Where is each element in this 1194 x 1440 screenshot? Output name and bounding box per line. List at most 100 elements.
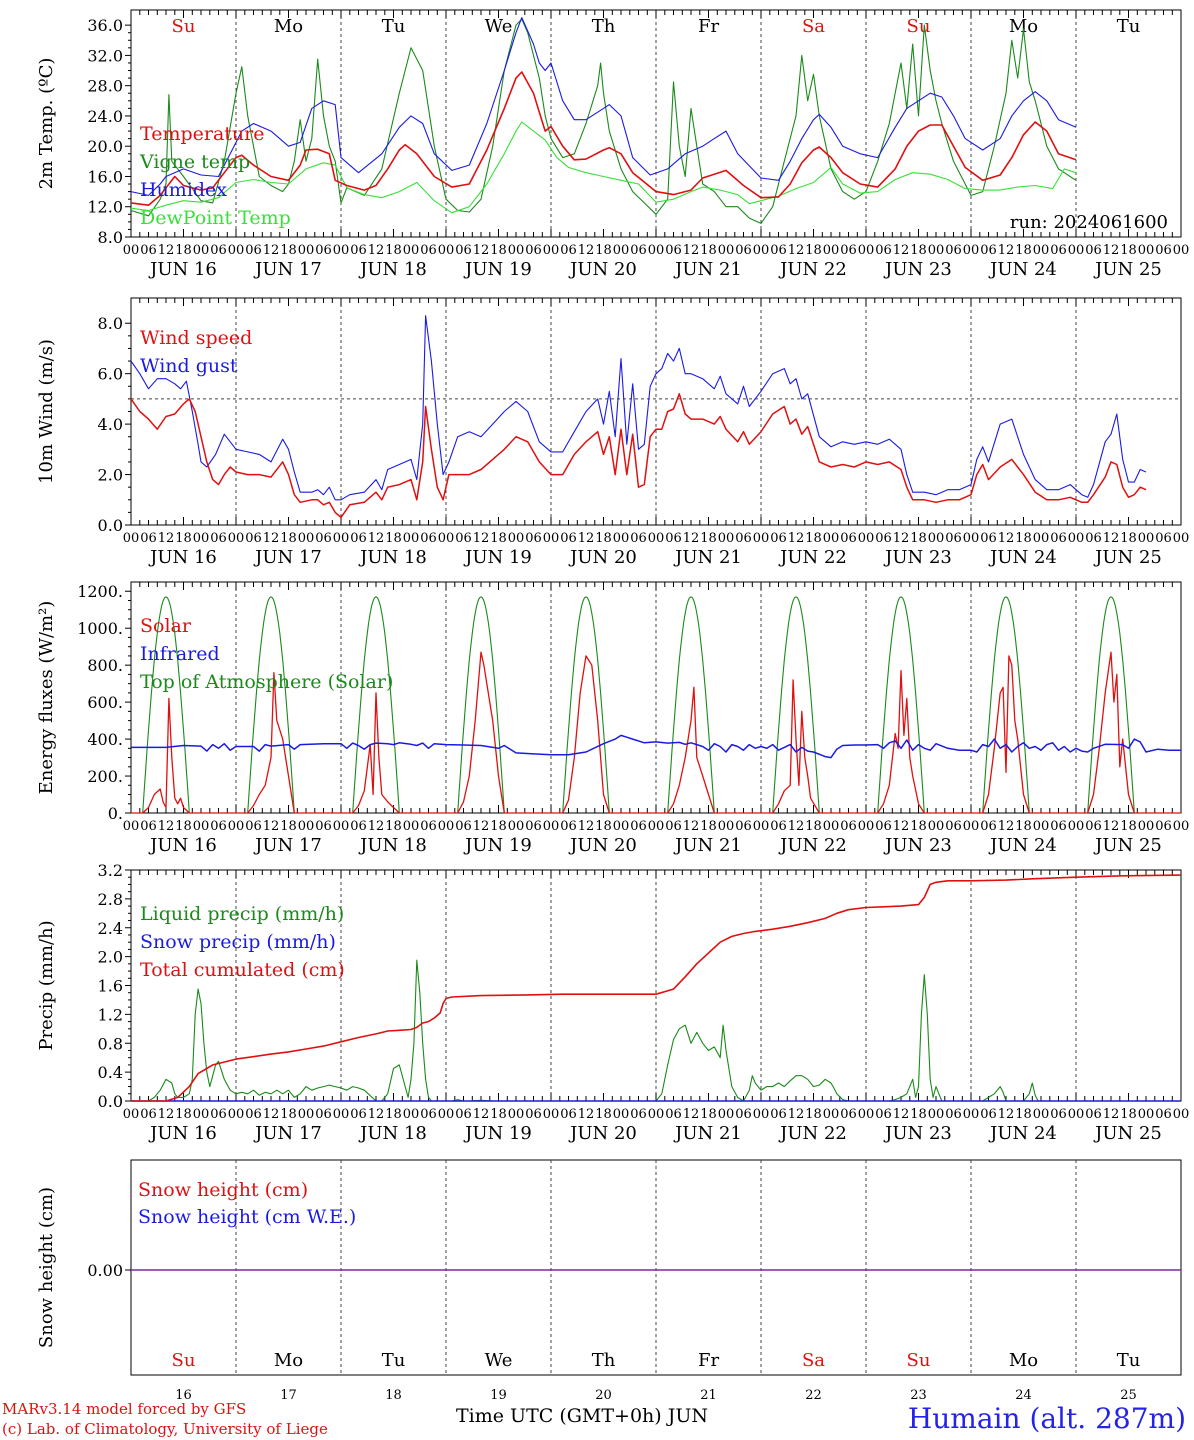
- precip-hour-label: 00: [333, 1107, 350, 1122]
- energy-hour-label: 00: [508, 819, 525, 834]
- energy-date-label: JUN 19: [463, 835, 532, 856]
- precip-date-label: JUN 21: [673, 1123, 742, 1144]
- snow-day-number: 23: [910, 1388, 927, 1403]
- wind-hour-label: 00: [963, 531, 980, 546]
- energy-hour-label: 18: [1015, 819, 1032, 834]
- precip-hour-label: 12: [158, 1107, 175, 1122]
- temperature-series-red: [130, 71, 1077, 206]
- wind-y-tick-label: 2.0: [98, 466, 123, 485]
- precip-y-tick-label: 1.2: [98, 1005, 123, 1024]
- precip-hour-label: 18: [175, 1107, 192, 1122]
- solar-series: [131, 651, 1181, 814]
- wind-hour-label: 00: [508, 531, 525, 546]
- energy-hour-label: 00: [1033, 819, 1050, 834]
- wind-hour-label: 12: [263, 531, 280, 546]
- temperature-hour-label: 06: [1050, 243, 1067, 258]
- temperature-day-name: We: [485, 16, 513, 37]
- energy-hour-label: 06: [245, 819, 262, 834]
- temperature-hour-label: 06: [455, 243, 472, 258]
- precip-hour-label: 06: [665, 1107, 682, 1122]
- time-axis-title: Time UTC (GMT+0h) JUN: [456, 1405, 708, 1427]
- precip-hour-label: 12: [578, 1107, 595, 1122]
- infrared-series: [131, 734, 1181, 759]
- wind-speed-series: [130, 393, 1147, 519]
- precip-hour-label: 00: [1033, 1107, 1050, 1122]
- wind-hour-label: 00: [543, 531, 560, 546]
- precip-date-label: JUN 22: [778, 1123, 847, 1144]
- energy-hour-label: 06: [210, 819, 227, 834]
- precip-hour-label: 00: [1068, 1107, 1085, 1122]
- snow-day-name: Tu: [382, 1350, 406, 1371]
- wind-hour-label: 00: [228, 531, 245, 546]
- snow-day-name: Mo: [1009, 1350, 1038, 1371]
- wind-y-tick-label: 6.0: [98, 365, 123, 384]
- precip-y-tick-label: 1.6: [98, 977, 123, 996]
- wind-hour-label: 00: [333, 531, 350, 546]
- temperature-hour-label: 18: [805, 243, 822, 258]
- temperature-hour-label: 12: [368, 243, 385, 258]
- wind-hour-label: 18: [1120, 531, 1137, 546]
- precip-hour-label: 06: [560, 1107, 577, 1122]
- energy-hour-label: 18: [490, 819, 507, 834]
- temperature-hour-label: 12: [893, 243, 910, 258]
- precip-y-tick-label: 3.2: [98, 861, 123, 880]
- station-label: Humain (alt. 287m): [907, 1402, 1186, 1435]
- temperature-series-green: [130, 18, 1077, 224]
- temperature-y-tick-label: 20.0: [87, 137, 123, 156]
- precip-hour-label: 00: [543, 1107, 560, 1122]
- precip-legend-1: Snow precip (mm/h): [140, 931, 336, 953]
- wind-hour-label: 18: [1015, 531, 1032, 546]
- energy-legend-2: Top of Atmosphere (Solar): [140, 671, 393, 693]
- precip-hour-label: 00: [963, 1107, 980, 1122]
- energy-hour-label: 00: [753, 819, 770, 834]
- precip-hour-label: 06: [420, 1107, 437, 1122]
- wind-hour-label: 00: [123, 531, 140, 546]
- energy-hour-label: 06: [840, 819, 857, 834]
- temperature-y-tick-label: 32.0: [87, 46, 123, 65]
- wind-hour-label: 18: [385, 531, 402, 546]
- wind-y-tick-label: 0.0: [98, 516, 123, 535]
- energy-hour-label: 18: [175, 819, 192, 834]
- temperature-hour-label: 00: [1173, 243, 1190, 258]
- temperature-hour-label: 18: [385, 243, 402, 258]
- wind-hour-label: 00: [718, 531, 735, 546]
- energy-date-label: JUN 16: [148, 835, 217, 856]
- energy-y-tick-label: 400.: [87, 730, 123, 749]
- wind-hour-label: 00: [858, 531, 875, 546]
- temperature-hour-label: 18: [175, 243, 192, 258]
- snow-day-number: 25: [1120, 1388, 1137, 1403]
- precip-hour-label: 00: [123, 1107, 140, 1122]
- temperature-day-name: Mo: [1009, 16, 1038, 37]
- temperature-legend-0: Temperature: [140, 123, 264, 145]
- temperature-hour-label: 06: [665, 243, 682, 258]
- temperature-hour-label: 12: [473, 243, 490, 258]
- temperature-hour-label: 06: [735, 243, 752, 258]
- temperature-date-label: JUN 25: [1093, 259, 1162, 280]
- wind-hour-label: 06: [245, 531, 262, 546]
- wind-hour-label: 12: [158, 531, 175, 546]
- temperature-y-tick-label: 8.0: [98, 228, 123, 247]
- temperature-hour-label: 12: [1103, 243, 1120, 258]
- precip-x-ticks: [130, 870, 1182, 1101]
- wind-y-tick-label: 4.0: [98, 415, 123, 434]
- wind-hour-label: 00: [1068, 531, 1085, 546]
- energy-hour-label: 18: [280, 819, 297, 834]
- temperature-hour-label: 12: [578, 243, 595, 258]
- precip-date-label: JUN 24: [988, 1123, 1057, 1144]
- temperature-y-tick-label: 16.0: [87, 167, 123, 186]
- energy-hour-label: 00: [123, 819, 140, 834]
- wind-hour-label: 00: [613, 531, 630, 546]
- temperature-date-label: JUN 21: [673, 259, 742, 280]
- energy-hour-label: 00: [333, 819, 350, 834]
- precip-hour-label: 00: [613, 1107, 630, 1122]
- precip-date-label: JUN 16: [148, 1123, 217, 1144]
- precip-hour-label: 12: [368, 1107, 385, 1122]
- temperature-hour-label: 00: [648, 243, 665, 258]
- wind-hour-label: 18: [490, 531, 507, 546]
- liquid-precip-series: [131, 959, 1181, 1102]
- wind-hour-label: 06: [525, 531, 542, 546]
- energy-hour-label: 06: [455, 819, 472, 834]
- precip-hour-label: 12: [893, 1107, 910, 1122]
- energy-hour-label: 12: [158, 819, 175, 834]
- temperature-hour-label: 00: [298, 243, 315, 258]
